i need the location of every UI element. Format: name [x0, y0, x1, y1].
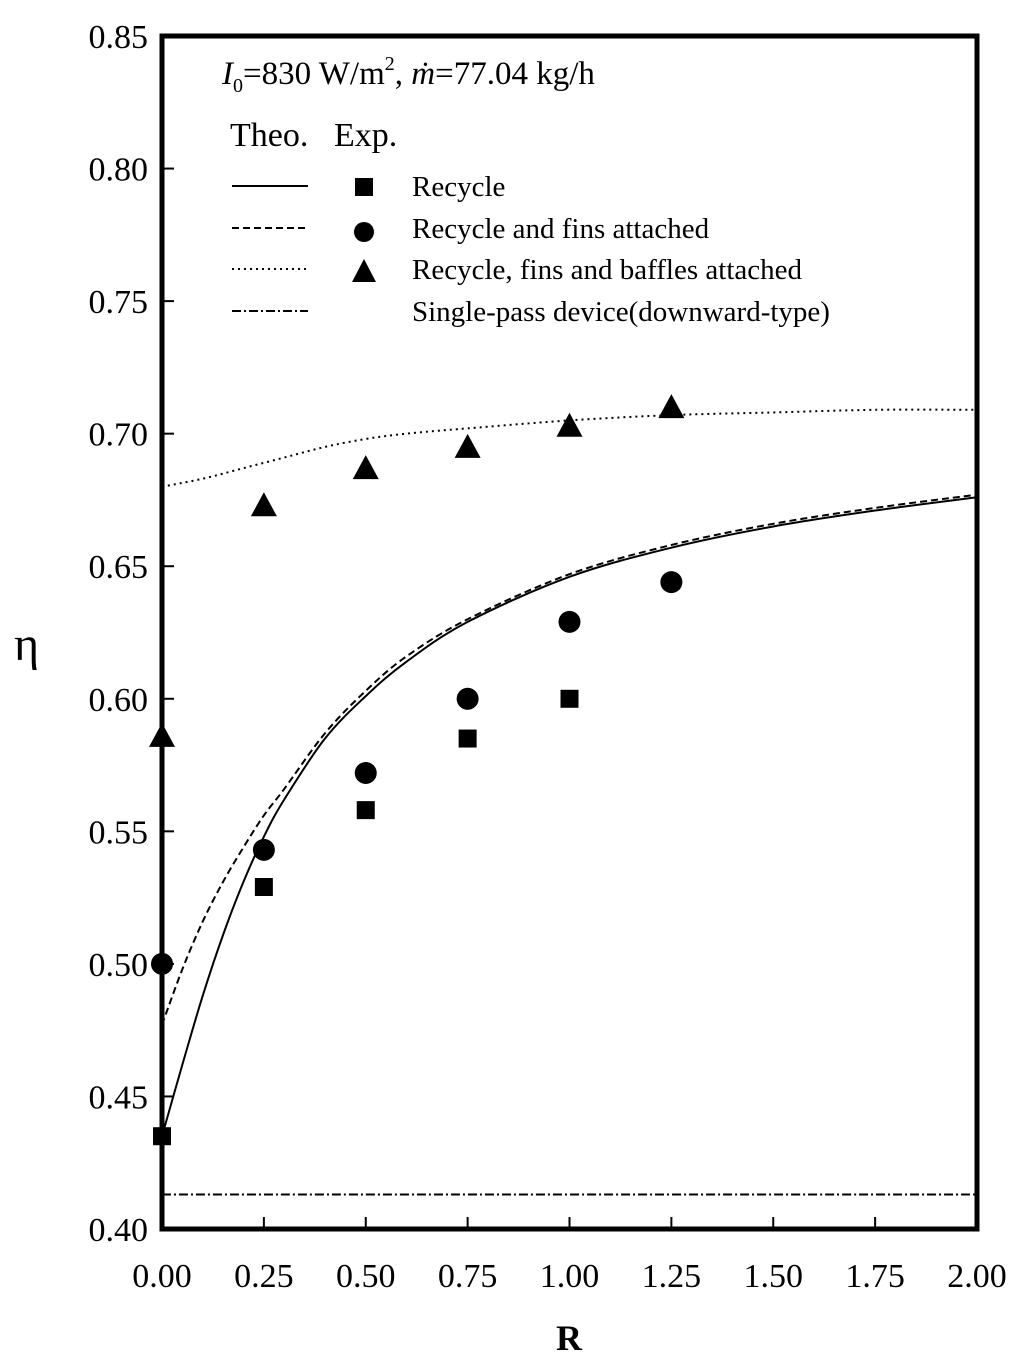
theory-lines [161, 408, 978, 1196]
condition-separator: , [395, 56, 412, 92]
condition-label: I0=830 W/m2, ṁ=77.04 kg/h [221, 53, 595, 97]
triangle-marker [454, 433, 481, 458]
mass-flow-value: =77.04 kg/h [435, 56, 595, 92]
circle-marker [354, 762, 377, 785]
legend: Theo. Exp. Recycle Recycle and fins atta… [230, 117, 830, 328]
y-tick-label: 0.65 [89, 549, 149, 586]
legend-label-single-pass: Single-pass device(downward-type) [412, 296, 830, 328]
square-marker [560, 689, 579, 708]
x-tick-label: 0.25 [234, 1258, 294, 1295]
y-tick-label: 0.85 [89, 19, 149, 56]
y-tick-label: 0.60 [89, 682, 149, 719]
y-tick-label: 0.70 [89, 417, 149, 454]
x-tick-label: 2.00 [947, 1258, 1007, 1295]
square-marker [458, 729, 477, 748]
legend-header-theo: Theo. [230, 117, 308, 154]
circle-marker [660, 571, 683, 594]
circle-marker [252, 838, 275, 861]
x-tick-label: 0.75 [438, 1258, 498, 1295]
legend-marker-square [355, 178, 373, 196]
x-tick-label: 1.00 [540, 1258, 600, 1295]
y-tick-label: 0.40 [89, 1212, 149, 1249]
x-tick-label: 0.50 [336, 1258, 396, 1295]
theory-line-recycle-and-fins-attached [161, 493, 978, 1026]
triangle-marker [352, 455, 379, 480]
legend-label-recycle-fins: Recycle and fins attached [412, 213, 710, 245]
triangle-marker [149, 722, 175, 747]
y-tick-label: 0.45 [89, 1079, 149, 1116]
legend-label-recycle-fins-baffles: Recycle, fins and baffles attached [412, 254, 802, 286]
x-axis-ticks: 0.00 0.25 0.50 0.75 1.00 1.25 1.50 1.75 2.00 [132, 1217, 1007, 1295]
circle-marker [558, 610, 581, 633]
y-tick-label: 0.50 [89, 947, 149, 984]
x-tick-label: 1.75 [845, 1258, 905, 1295]
y-tick-label: 0.80 [89, 152, 149, 189]
triangle-marker [556, 412, 583, 437]
legend-marker-triangle [352, 259, 376, 282]
legend-label-recycle: Recycle [412, 171, 505, 203]
x-axis-title: R [556, 1318, 583, 1358]
legend-marker-circle [354, 222, 374, 242]
irradiance-subscript: 0 [233, 75, 243, 97]
x-tick-label: 1.25 [642, 1258, 702, 1295]
x-tick-label: 0.00 [132, 1258, 192, 1295]
irradiance-value: =830 W/m [243, 56, 385, 92]
x-tick-label: 1.50 [744, 1258, 804, 1295]
square-marker [254, 878, 273, 897]
theory-line-recycle [161, 496, 978, 1137]
triangle-marker [658, 394, 685, 419]
y-axis-title: η [14, 618, 39, 671]
square-marker [153, 1127, 171, 1146]
square-marker [356, 801, 375, 820]
y-axis-ticks: 0.40 0.45 0.50 0.55 0.60 0.65 0.70 0.75 0.80 0.85 [89, 19, 174, 1249]
circle-marker [456, 687, 479, 710]
experimental-markers [149, 394, 685, 1146]
irradiance-symbol: I [221, 56, 235, 92]
mass-flow-symbol: ṁ [411, 56, 435, 92]
theory-line-recycle-fins-and-baffles-attached [161, 408, 978, 488]
triangle-marker [250, 492, 277, 517]
circle-marker [151, 952, 173, 975]
legend-header-exp: Exp. [334, 117, 397, 154]
y-tick-label: 0.75 [89, 284, 149, 321]
y-tick-label: 0.55 [89, 814, 149, 851]
irradiance-superscript: 2 [385, 53, 395, 75]
